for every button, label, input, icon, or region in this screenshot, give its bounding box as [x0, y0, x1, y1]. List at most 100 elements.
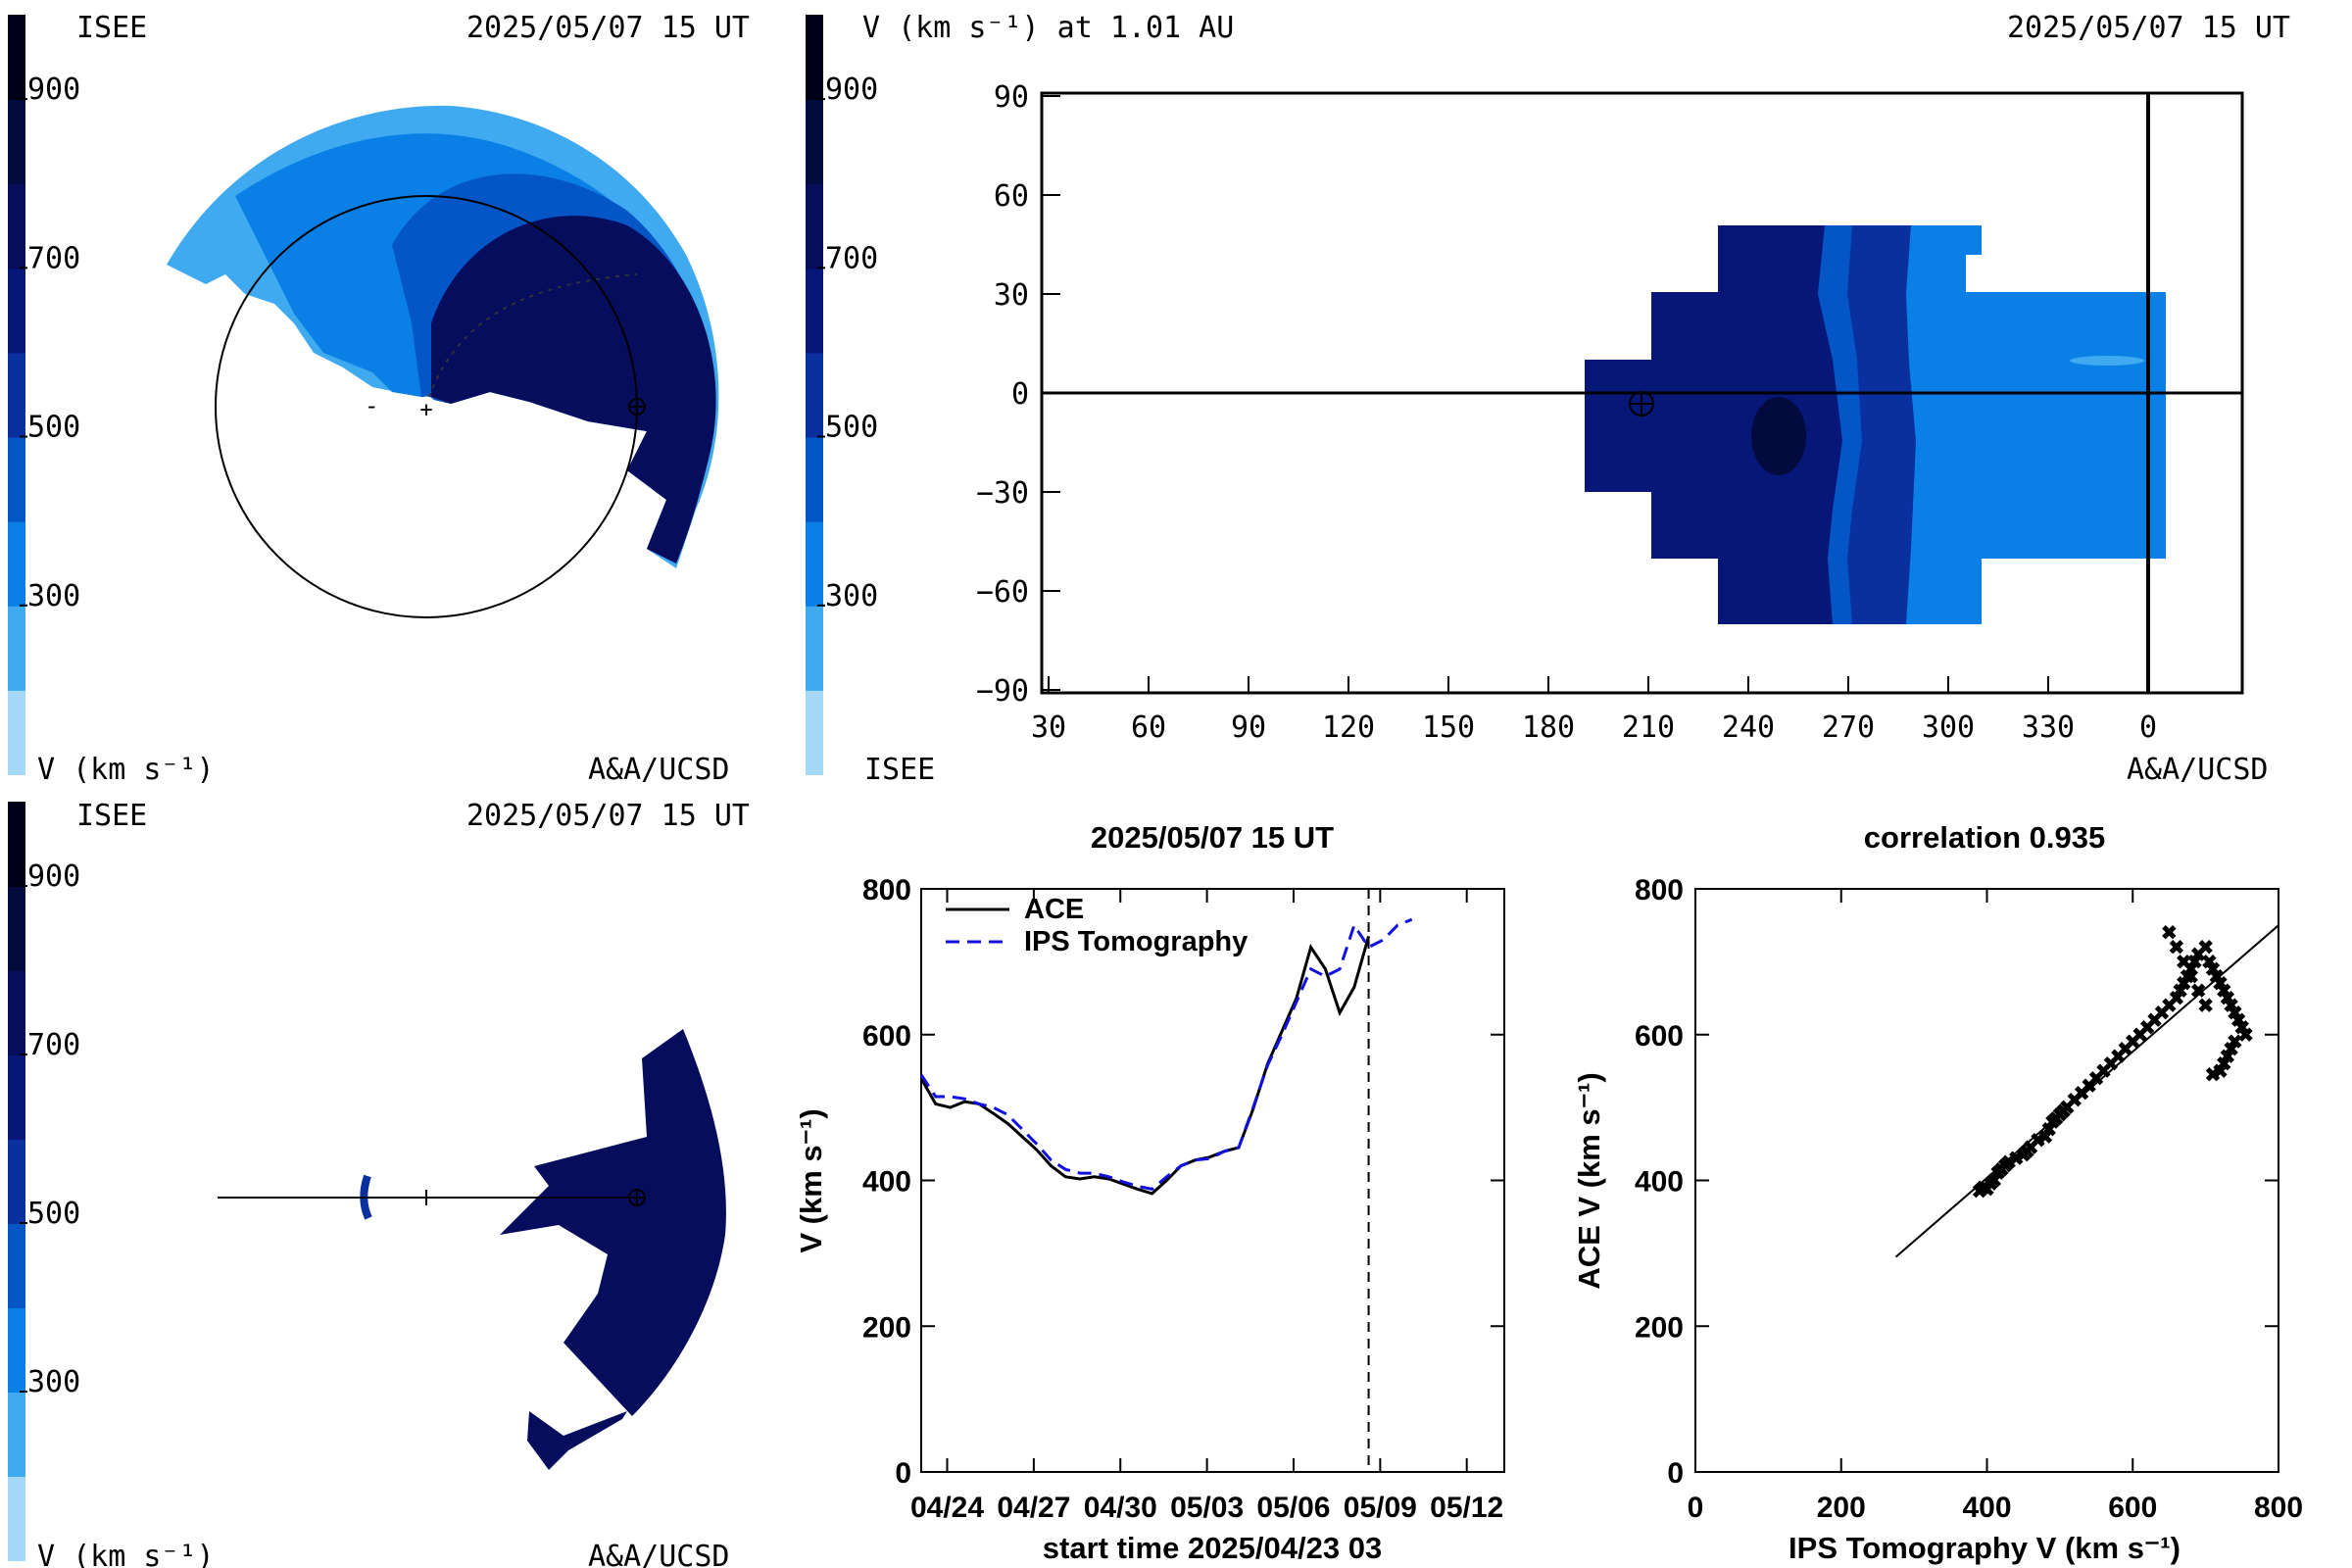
- scatter-point: ✖: [2023, 1138, 2039, 1159]
- sc-y-tick-label: 800: [1635, 874, 1684, 906]
- scatter-point: ✖: [2205, 1065, 2222, 1087]
- colorbar-1-tick-label: 300: [27, 579, 80, 613]
- colorbar-3-band: [8, 1139, 25, 1224]
- colorbar-2-tick-label: 700: [825, 241, 878, 275]
- scatter-point: ✖: [2176, 952, 2192, 973]
- map-region-fast-2: [1818, 225, 1862, 624]
- scatter-point: ✖: [1997, 1156, 2014, 1178]
- colorbar-2-band: [806, 436, 823, 522]
- map-y-ticks: 90 60 30 0 −30 −60 −90: [976, 80, 1060, 709]
- series-line-ips-tomography: [919, 917, 1413, 1192]
- scatter-point: ✖: [2220, 1047, 2236, 1068]
- scatter-point: ✖: [2216, 981, 2232, 1003]
- map-x-tick-label: 210: [1622, 710, 1675, 745]
- map-x-tick-label: 30: [1031, 710, 1066, 745]
- scatter-title: correlation 0.935: [1864, 820, 2105, 855]
- scatter-points: ✖✖✖✖✖✖✖✖✖✖✖✖✖✖✖✖✖✖✖✖✖✖✖✖✖✖✖✖✖✖✖✖✖✖✖✖✖✖✖✖…: [1972, 923, 2254, 1203]
- panel-1-org-label: ISEE: [76, 11, 147, 45]
- scatter-point: ✖: [2190, 981, 2207, 1003]
- minus-marker: -: [365, 392, 378, 419]
- scatter-point: ✖: [2161, 996, 2178, 1017]
- colorbar-1-tick-label: 900: [27, 73, 80, 107]
- colorbar-3-band: [8, 1476, 25, 1561]
- scatter-point: ✖: [2227, 1003, 2243, 1024]
- scatter-point: ✖: [1975, 1178, 1991, 1200]
- colorbar-3-band: [8, 886, 25, 971]
- map-x-tick-label: 270: [1822, 710, 1875, 745]
- scatter-ticks: 0 200 400 600 800 0 200 400 600 800: [1635, 874, 2303, 1524]
- scatter-point: ✖: [2125, 1032, 2141, 1054]
- scatter-point: ✖: [2208, 966, 2225, 988]
- colorbar-3-tick-label: 700: [27, 1028, 80, 1062]
- ts-y-tick-label: 600: [862, 1020, 911, 1053]
- colorbar-3-tick-label: 900: [27, 859, 80, 894]
- scatter-point: ✖: [2139, 1017, 2156, 1039]
- fit-line: [1894, 924, 2279, 1258]
- scatter-point: ✖: [2044, 1112, 2061, 1134]
- panel-2-title: V (km s⁻¹) at 1.01 AU: [862, 11, 1234, 45]
- scatter-point: ✖: [2074, 1083, 2090, 1104]
- map-y-tick-label: −30: [976, 476, 1029, 511]
- scatter-point: ✖: [1979, 1179, 1995, 1200]
- scatter-point: ✖: [2237, 1025, 2254, 1047]
- map-slow-streak: [2070, 356, 2144, 366]
- colorbar-3-band: [8, 802, 25, 887]
- panel-4-time-series: 2025/05/07 15 UT 0 200 400 600 800 04/24 04/27…: [794, 820, 1505, 1565]
- colorbar-3-band: [8, 1054, 25, 1140]
- sun-marker-disc: [416, 396, 437, 417]
- colorbar-3-tick-label: 300: [27, 1365, 80, 1399]
- ts-x-tick-label: 04/24: [910, 1492, 984, 1524]
- scatter-point: ✖: [2212, 1061, 2229, 1083]
- panel-2-timestamp: 2025/05/07 15 UT: [2007, 11, 2290, 45]
- colorbar-1-band: [8, 436, 25, 522]
- map-x-tick-label: 60: [1131, 710, 1166, 745]
- map-x-tick-label: 0: [2139, 710, 2157, 745]
- sc-x-tick-label: 0: [1688, 1492, 1704, 1524]
- time-series-ticks: 0 200 400 600 800 04/24 04/27 04/30 05/03 05/06 05…: [862, 874, 1504, 1524]
- map-y-tick-label: −60: [976, 575, 1029, 610]
- panel-1-timestamp: 2025/05/07 15 UT: [466, 11, 750, 45]
- scatter-point: ✖: [2168, 989, 2184, 1010]
- scatter-point: ✖: [2176, 974, 2192, 996]
- map-x-ticks: 30 60 90 120 150 180 210 240 270 300 330 0: [1031, 676, 2157, 745]
- scatter-point: ✖: [2197, 938, 2214, 959]
- colorbar-3-band: [8, 970, 25, 1055]
- colorbar-2-band: [806, 605, 823, 691]
- ts-x-tick-label: 04/27: [997, 1492, 1070, 1524]
- meridional-region-fast: [500, 1029, 726, 1416]
- sun-marker-plus: +: [419, 398, 432, 422]
- legend-label: ACE: [1024, 894, 1084, 925]
- colorbar-3-tick-label: 500: [27, 1197, 80, 1231]
- time-series-title: 2025/05/07 15 UT: [1091, 820, 1334, 855]
- colorbar-1-band: [8, 520, 25, 607]
- scatter-y-label: ACE V (km s⁻¹): [1572, 1072, 1606, 1289]
- map-region-fast: [1585, 225, 1842, 624]
- colorbar-1-tick-label: 700: [27, 241, 80, 275]
- scatter-point: ✖: [2008, 1149, 2025, 1170]
- colorbar-3-band: [8, 1307, 25, 1393]
- map-core-ellipse: [1751, 397, 1806, 475]
- panel-3-unit-label: V (km s⁻¹): [37, 1540, 215, 1568]
- map-y-tick-label: 30: [994, 278, 1029, 313]
- sc-y-tick-label: 600: [1635, 1020, 1684, 1053]
- panel-3-meridional-view: 900 700 500 300 ISEE 2025/05/07 15 UT V (km…: [8, 799, 750, 1568]
- panel-5-scatter: correlation 0.935 0 200 400 600 800 0 200 400 60…: [1572, 820, 2303, 1565]
- scatter-point: ✖: [2212, 974, 2229, 996]
- scatter-point: ✖: [2117, 1040, 2133, 1061]
- colorbar-3: 900 700 500 300: [8, 802, 80, 1561]
- colorbar-1-band: [8, 268, 25, 354]
- scatter-point: ✖: [1989, 1163, 2006, 1185]
- scatter-point: ✖: [2048, 1108, 2065, 1130]
- time-series-y-label: V (km s⁻¹): [794, 1108, 828, 1252]
- colorbar-1-band: [8, 99, 25, 185]
- meridional-region-fast-2: [527, 1411, 627, 1470]
- scatter-point: ✖: [2223, 996, 2239, 1017]
- map-x-tick-label: 330: [2022, 710, 2075, 745]
- sc-x-tick-label: 400: [1962, 1492, 2011, 1524]
- map-x-tick-label: 120: [1322, 710, 1375, 745]
- panel-3-org-label: ISEE: [76, 799, 147, 833]
- panel-2-org-label: ISEE: [864, 753, 935, 787]
- scatter-point: ✖: [1993, 1159, 2010, 1181]
- map-x-tick-label: 240: [1722, 710, 1775, 745]
